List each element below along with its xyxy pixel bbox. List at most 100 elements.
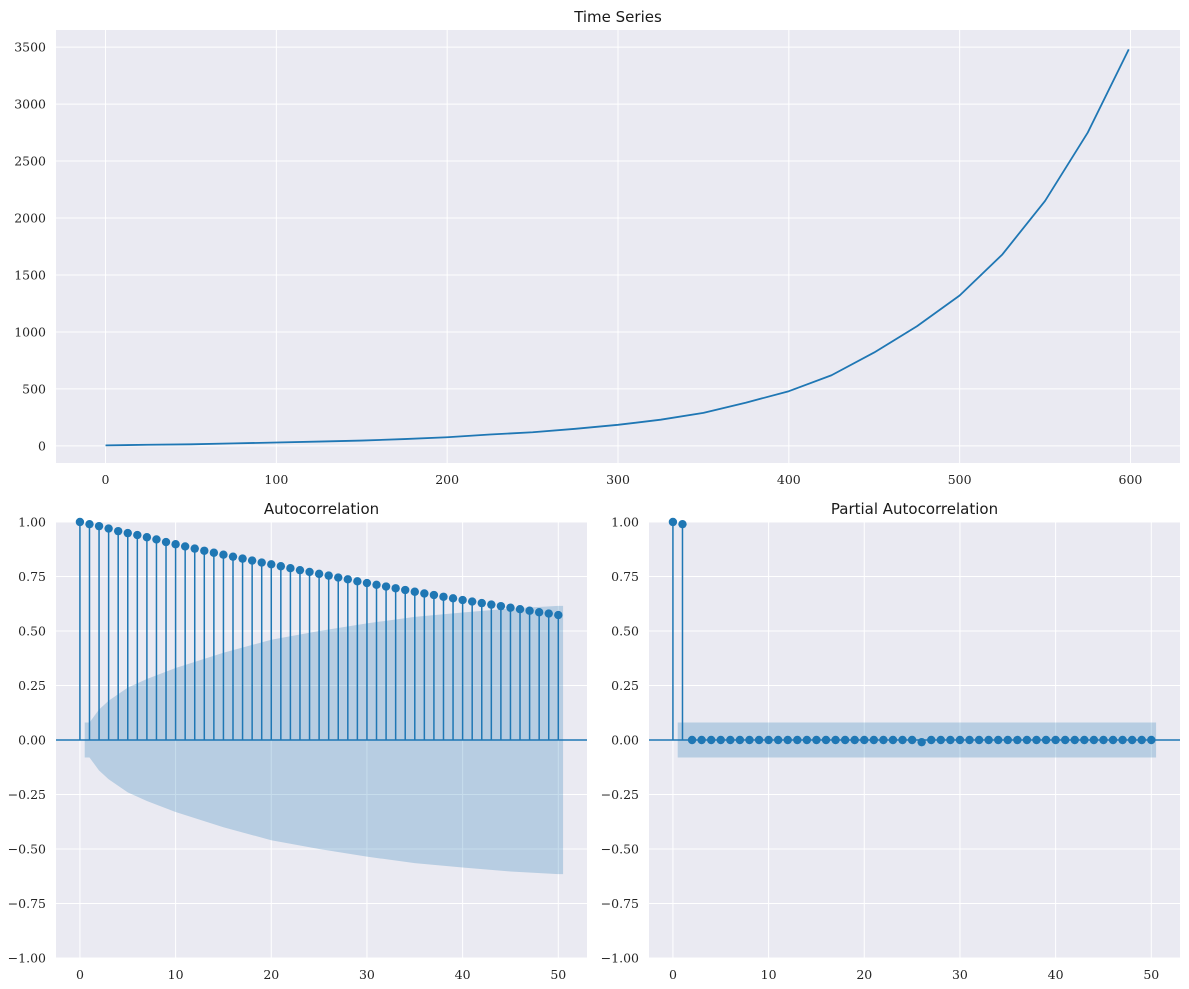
time-series-y-tick-label: 500 <box>22 381 46 396</box>
autocorrelation-point <box>209 548 219 557</box>
partial-autocorrelation-title: Partial Autocorrelation <box>831 500 998 518</box>
partial-autocorrelation-stems <box>649 517 1180 747</box>
partial-autocorrelation-point <box>974 735 984 745</box>
autocorrelation-y-ticks: −1.00 −0.75 −0.50 −0.25 0.00 0.25 0.50 0.75 1.00 <box>8 515 46 966</box>
partial-autocorrelation-point <box>946 735 955 745</box>
partial-autocorrelation-x-ticks: 0 10 20 30 40 50 <box>669 967 1159 982</box>
autocorrelation-point <box>171 540 180 549</box>
partial-autocorrelation-panel: Partial Autocorrelation 0 10 20 30 40 50 −1.0… <box>601 500 1180 982</box>
partial-autocorrelation-point <box>1099 735 1108 745</box>
partial-autocorrelation-point <box>1051 735 1060 745</box>
partial-autocorrelation-point <box>898 735 907 745</box>
autocorrelation-x-tick-label: 20 <box>263 967 279 982</box>
time-series-y-tick-label: 3500 <box>14 40 46 55</box>
autocorrelation-y-tick-label: −0.75 <box>8 896 46 911</box>
autocorrelation-point <box>448 594 458 603</box>
partial-autocorrelation-point <box>927 735 936 745</box>
autocorrelation-y-tick-label: −0.50 <box>8 842 46 857</box>
autocorrelation-point <box>410 587 419 596</box>
partial-autocorrelation-point <box>1108 735 1118 745</box>
autocorrelation-point <box>401 585 410 595</box>
partial-autocorrelation-point <box>831 735 840 745</box>
partial-autocorrelation-point <box>840 735 850 745</box>
autocorrelation-point <box>506 603 515 612</box>
autocorrelation-point <box>324 571 333 580</box>
autocorrelation-point <box>295 565 305 575</box>
partial-autocorrelation-point <box>821 735 831 745</box>
autocorrelation-x-tick-label: 40 <box>455 967 471 982</box>
partial-autocorrelation-point <box>869 735 879 745</box>
autocorrelation-point <box>496 601 506 611</box>
partial-autocorrelation-point <box>965 735 974 745</box>
partial-autocorrelation-point <box>1127 735 1137 745</box>
autocorrelation-point <box>391 584 400 593</box>
autocorrelation-point <box>467 597 477 606</box>
time-series-x-tick-label: 500 <box>948 472 972 487</box>
time-series-y-tick-label: 1500 <box>14 267 46 282</box>
autocorrelation-point <box>305 567 314 577</box>
time-series-line <box>105 48 1130 447</box>
partial-autocorrelation-y-tick-label: 0.75 <box>611 569 639 584</box>
autocorrelation-point <box>314 569 324 579</box>
autocorrelation-point <box>362 578 372 588</box>
autocorrelation-point <box>123 528 132 538</box>
autocorrelation-point <box>113 526 123 536</box>
partial-autocorrelation-x-tick-label: 0 <box>669 967 677 982</box>
autocorrelation-point <box>94 521 104 531</box>
autocorrelation-x-tick-label: 0 <box>76 967 84 982</box>
autocorrelation-point <box>487 600 496 609</box>
autocorrelation-y-tick-label: 0.75 <box>18 569 46 584</box>
partial-autocorrelation-y-tick-label: 0.00 <box>611 733 639 748</box>
partial-autocorrelation-point <box>994 735 1003 745</box>
partial-autocorrelation-y-tick-label: 0.50 <box>611 624 639 639</box>
partial-autocorrelation-point <box>1022 735 1032 745</box>
autocorrelation-point <box>200 546 209 555</box>
partial-autocorrelation-point <box>793 735 802 745</box>
partial-autocorrelation-point <box>687 735 697 745</box>
partial-autocorrelation-point <box>1147 735 1156 745</box>
autocorrelation-panel: Autocorrelation 0 10 20 30 40 50 −1.00 −0.75 −0… <box>8 500 587 982</box>
autocorrelation-title: Autocorrelation <box>264 500 379 518</box>
autocorrelation-point <box>238 554 247 563</box>
partial-autocorrelation-point <box>917 737 926 747</box>
partial-autocorrelation-point <box>1032 735 1041 745</box>
partial-autocorrelation-point <box>888 735 898 745</box>
autocorrelation-point <box>477 598 486 608</box>
autocorrelation-y-tick-label: 0.50 <box>18 624 46 639</box>
time-series-x-tick-label: 200 <box>435 472 459 487</box>
autocorrelation-y-tick-label: 1.00 <box>18 515 46 530</box>
partial-autocorrelation-point <box>802 735 812 745</box>
partial-autocorrelation-point <box>1003 735 1012 745</box>
autocorrelation-point <box>343 575 353 584</box>
time-series-y-tick-label: 2000 <box>14 211 46 226</box>
time-series-y-ticks: 0 500 1000 1500 2000 2500 3000 3500 <box>14 40 46 454</box>
partial-autocorrelation-point <box>754 735 764 745</box>
partial-autocorrelation-point <box>773 735 783 745</box>
partial-autocorrelation-point <box>706 735 716 745</box>
autocorrelation-point <box>257 558 266 567</box>
partial-autocorrelation-point <box>716 735 725 745</box>
autocorrelation-point <box>75 517 85 527</box>
autocorrelation-point <box>372 580 381 589</box>
time-series-title: Time Series <box>573 8 662 26</box>
autocorrelation-point <box>429 590 439 600</box>
autocorrelation-point <box>544 609 553 618</box>
autocorrelation-x-tick-label: 50 <box>550 967 566 982</box>
partial-autocorrelation-y-tick-label: 0.25 <box>611 678 639 693</box>
partial-autocorrelation-x-tick-label: 20 <box>856 967 872 982</box>
partial-autocorrelation-point <box>668 517 678 527</box>
time-series-x-tick-label: 100 <box>264 472 288 487</box>
partial-autocorrelation-point <box>1080 735 1089 745</box>
partial-autocorrelation-point <box>1118 735 1127 745</box>
time-series-x-ticks: 0 100 200 300 400 500 600 <box>102 472 1143 487</box>
partial-autocorrelation-point <box>1060 735 1070 745</box>
partial-autocorrelation-y-tick-label: −1.00 <box>601 951 639 966</box>
partial-autocorrelation-y-tick-label: −0.25 <box>601 787 639 802</box>
autocorrelation-point <box>85 519 94 529</box>
autocorrelation-point <box>267 560 276 569</box>
autocorrelation-point <box>228 552 238 561</box>
autocorrelation-x-tick-label: 10 <box>168 967 184 982</box>
partial-autocorrelation-point <box>783 735 792 745</box>
autocorrelation-point <box>161 537 171 547</box>
